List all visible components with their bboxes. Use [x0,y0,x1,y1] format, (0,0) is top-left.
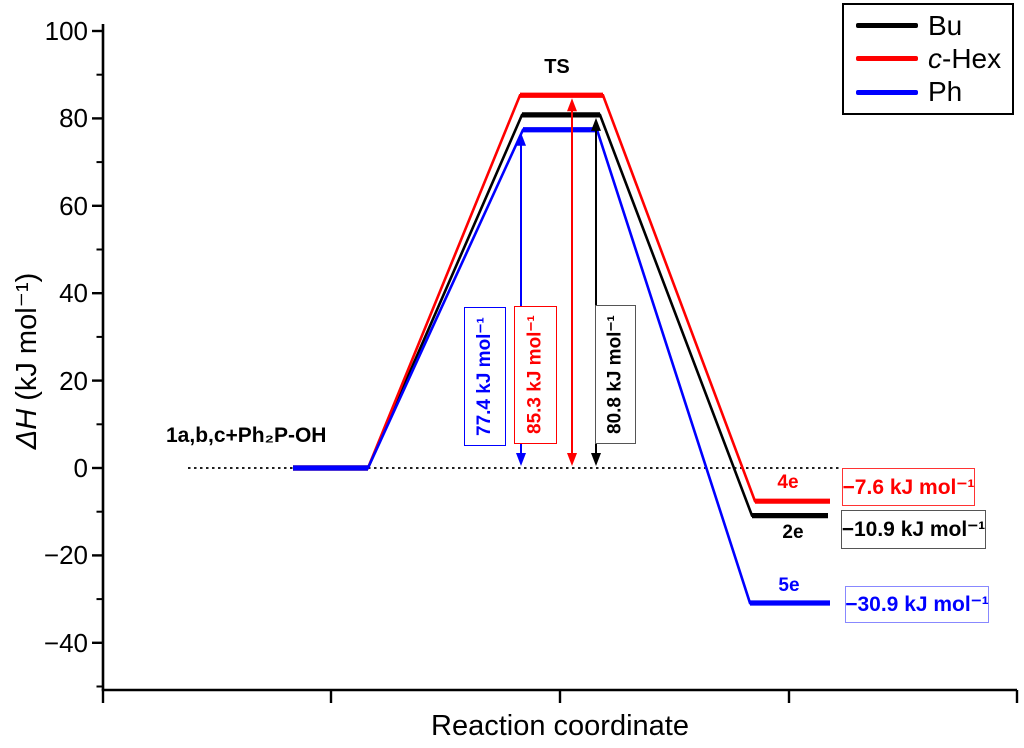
legend-line-swatch [856,89,918,95]
barrier-arrowhead-up-Bu [591,117,601,131]
barrier-value-box-chex: 85.3 kJ mol⁻¹ [514,306,557,444]
product-label-2e: 2e [782,522,804,543]
product-label-5e: 5e [778,575,800,596]
barrier-value-box-bu: 80.8 kJ mol⁻¹ [595,305,636,444]
x-axis-label: Reaction coordinate [431,710,689,742]
barrier-arrowhead-down-Bu [591,453,601,466]
y-axis-label-symbol: ΔH [11,408,43,450]
y-tick-label: 40 [59,278,88,308]
barrier-arrowhead-down-c-Hex [567,453,577,466]
barrier-arrowhead-up-c-Hex [567,98,577,112]
legend-label: c-Hex [928,42,1002,74]
y-tick-label: 0 [73,453,88,483]
reactant-label: 1a,b,c+Ph₂P-OH [166,424,327,447]
series-line-Ph [293,128,830,605]
legend-label: Ph [928,76,963,108]
legend: Bu c-Hex Ph [842,3,1014,115]
legend-item-bu: Bu [844,9,1012,41]
barrier-arrowhead-up-Ph [516,132,526,146]
transition-state-label: TS [544,56,570,78]
product-value-box-ph: −30.9 kJ mol⁻¹ [845,586,989,623]
y-tick-label: −40 [43,628,88,658]
legend-line-swatch [856,23,918,29]
y-tick-label: 80 [59,103,88,133]
product-value-box-bu: −10.9 kJ mol⁻¹ [841,510,986,549]
y-tick-label: 60 [59,191,88,221]
legend-item-ph: Ph [844,77,1012,107]
barrier-value-box-ph: 77.4 kJ mol⁻¹ [464,307,506,446]
barrier-arrowhead-down-Ph [516,453,526,466]
legend-line-swatch [856,56,918,62]
y-tick-label: 100 [44,16,88,46]
legend-label: Bu [928,9,963,41]
product-label-4e: 4e [777,472,799,493]
legend-item-chex: c-Hex [844,42,1012,74]
y-tick-label: 20 [59,366,88,396]
product-value-box-chex: −7.6 kJ mol⁻¹ [842,468,975,506]
y-tick-label: −20 [43,540,88,570]
